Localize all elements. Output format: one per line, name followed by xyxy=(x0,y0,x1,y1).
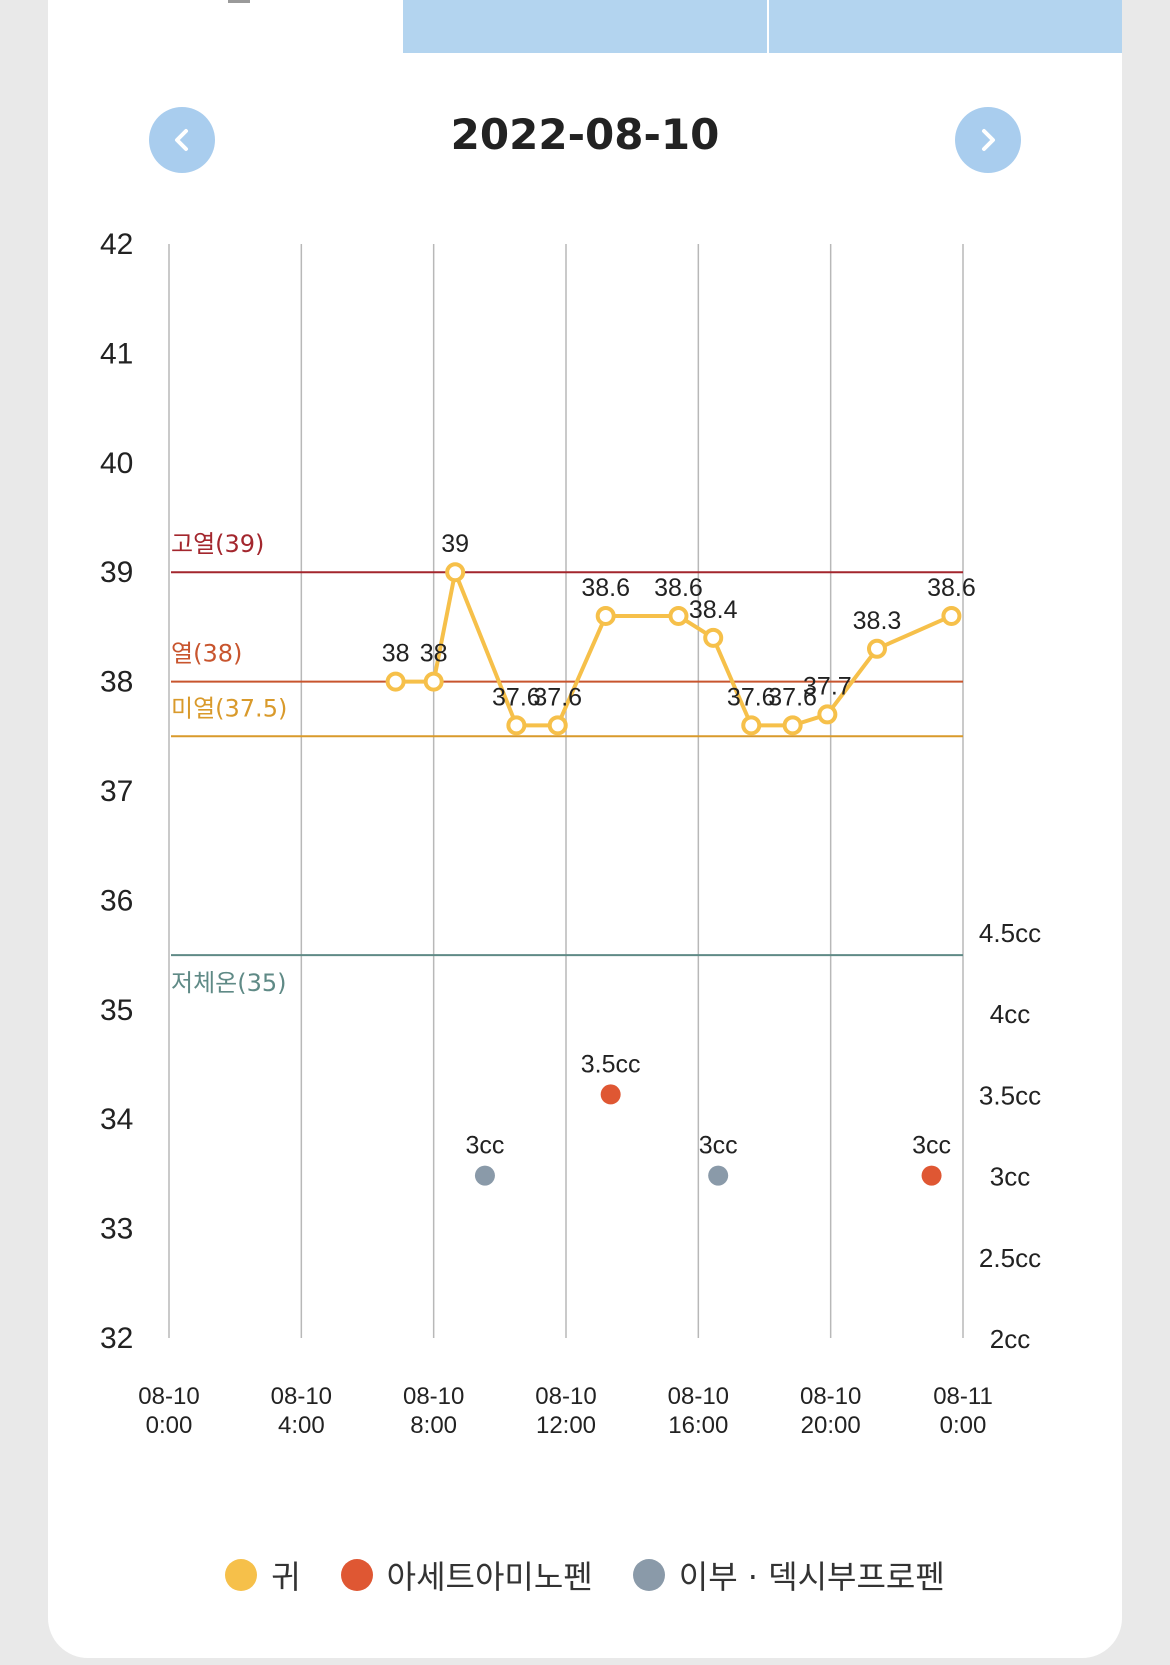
x-tick-time: 8:00 xyxy=(410,1412,457,1439)
y-tick-label: 41 xyxy=(100,337,133,370)
temperature-point xyxy=(547,715,568,736)
y-tick-label: 32 xyxy=(100,1322,133,1355)
temperature-point xyxy=(941,605,962,626)
x-axis: 08-100:0008-104:0008-108:0008-1012:0008-… xyxy=(138,1383,993,1439)
dose-data-label: 3cc xyxy=(912,1132,951,1160)
legend-swatch xyxy=(340,1559,373,1591)
chart-card: 2022-08-10 고열(39) 열(38) 미열(37.5) 저체온(35) 42… xyxy=(48,0,1122,1658)
dose-data-label: 3.5cc xyxy=(581,1050,641,1078)
chart-grid xyxy=(168,244,964,1338)
y-tick-label: 42 xyxy=(100,228,133,261)
acetaminophen-point xyxy=(600,1084,621,1105)
x-tick-date: 08-10 xyxy=(138,1383,199,1410)
x-tick-date: 08-10 xyxy=(271,1383,332,1410)
tab-3[interactable] xyxy=(769,0,1122,53)
y-right-tick-label: 3cc xyxy=(990,1162,1030,1192)
temperature-point xyxy=(506,715,527,736)
x-tick-date: 08-10 xyxy=(800,1383,861,1410)
temperature-data-label: 38.6 xyxy=(927,574,976,602)
x-tick-date: 08-10 xyxy=(535,1383,596,1410)
y-tick-label: 36 xyxy=(100,884,133,917)
y-tick-label: 34 xyxy=(100,1103,133,1136)
date-title: 2022-08-10 xyxy=(450,110,720,159)
threshold-label: 열(38) xyxy=(171,640,242,668)
legend-item-ear[interactable]: 귀 xyxy=(225,1552,301,1598)
y-tick-label: 39 xyxy=(100,556,133,589)
x-tick-time: 0:00 xyxy=(940,1412,987,1439)
acetaminophen-point xyxy=(921,1165,942,1186)
legend-label: 귀 xyxy=(271,1558,301,1596)
temperature-point xyxy=(423,671,444,692)
y-axis-right: 4.5cc 4cc 3.5cc 3cc 2.5cc 2cc xyxy=(979,918,1041,1354)
y-right-tick-label: 3.5cc xyxy=(979,1080,1041,1110)
x-tick-time: 20:00 xyxy=(801,1412,861,1439)
chevron-left-icon xyxy=(175,129,188,151)
tab-indicator xyxy=(228,0,250,3)
temperature-point xyxy=(782,715,803,736)
prev-date-button[interactable] xyxy=(149,107,215,173)
tab-1[interactable] xyxy=(48,0,402,53)
dose-data-label: 3cc xyxy=(699,1132,738,1160)
y-right-tick-label: 2.5cc xyxy=(979,1243,1041,1273)
x-tick-date: 08-10 xyxy=(668,1383,729,1410)
temperature-data-label: 38.4 xyxy=(689,596,738,624)
chevron-right-icon xyxy=(982,129,995,151)
next-date-button[interactable] xyxy=(955,107,1021,173)
temperature-point xyxy=(817,704,838,725)
temperature-data-label: 38 xyxy=(420,640,448,668)
temperature-data-label: 37.6 xyxy=(492,683,541,711)
y-tick-label: 37 xyxy=(100,775,133,808)
threshold-label: 미열(37.5) xyxy=(171,694,287,722)
legend-item-ibuprofen[interactable]: 이부 · 덱시부프로펜 xyxy=(632,1552,945,1598)
temperature-point xyxy=(385,671,406,692)
y-tick-label: 33 xyxy=(100,1213,133,1246)
temperature-data-label: 38.6 xyxy=(654,574,703,602)
legend-swatch xyxy=(632,1559,665,1591)
temperature-data-label: 37.6 xyxy=(727,683,776,711)
legend-label: 이부 · 덱시부프로펜 xyxy=(678,1558,945,1596)
temperature-chart: 고열(39) 열(38) 미열(37.5) 저체온(35) 42 41 40 39 38 37 3… xyxy=(100,228,1041,1439)
y-right-tick-label: 4cc xyxy=(990,999,1030,1029)
dose-data-label: 3cc xyxy=(465,1132,504,1160)
x-tick-time: 16:00 xyxy=(668,1412,728,1439)
x-tick-time: 0:00 xyxy=(146,1412,193,1439)
ibuprofen-point xyxy=(474,1165,495,1186)
legend-label: 아세트아미노펜 xyxy=(386,1558,593,1596)
temperature-data-label: 37.7 xyxy=(803,672,852,700)
temperature-data-label: 37.6 xyxy=(533,683,582,711)
temperature-data-label: 38 xyxy=(382,640,410,668)
threshold-label: 저체온(35) xyxy=(171,969,287,997)
temperature-data-label: 38.3 xyxy=(853,607,902,635)
tab-2[interactable] xyxy=(403,0,767,53)
x-tick-time: 12:00 xyxy=(536,1412,596,1439)
threshold-label: 고열(39) xyxy=(171,530,264,558)
y-tick-label: 35 xyxy=(100,994,133,1027)
temperature-data-label: 37.6 xyxy=(768,683,817,711)
tab-bar xyxy=(48,0,1122,53)
chart-legend: 귀 아세트아미노펜 이부 · 덱시부프로펜 xyxy=(48,1552,1122,1598)
y-axis-left: 42 41 40 39 38 37 36 35 34 33 32 xyxy=(100,228,133,1355)
temperature-data-label: 39 xyxy=(441,530,469,558)
temperature-data-label: 38.6 xyxy=(581,574,630,602)
temperature-point xyxy=(445,562,466,583)
ibuprofen-point xyxy=(708,1165,729,1186)
temperature-point xyxy=(668,605,689,626)
y-right-tick-label: 2cc xyxy=(990,1324,1030,1354)
legend-swatch xyxy=(225,1559,258,1591)
x-tick-time: 4:00 xyxy=(278,1412,325,1439)
temperature-point xyxy=(866,638,887,659)
y-right-tick-label: 4.5cc xyxy=(979,918,1041,948)
y-tick-label: 38 xyxy=(100,666,133,699)
x-tick-date: 08-10 xyxy=(403,1383,464,1410)
legend-item-acetaminophen[interactable]: 아세트아미노펜 xyxy=(340,1552,593,1598)
x-tick-date: 08-11 xyxy=(933,1383,993,1410)
threshold-lines: 고열(39) 열(38) 미열(37.5) 저체온(35) xyxy=(171,530,963,997)
y-tick-label: 40 xyxy=(100,447,133,480)
temperature-point xyxy=(595,605,616,626)
temperature-point xyxy=(741,715,762,736)
temperature-point xyxy=(703,627,724,648)
